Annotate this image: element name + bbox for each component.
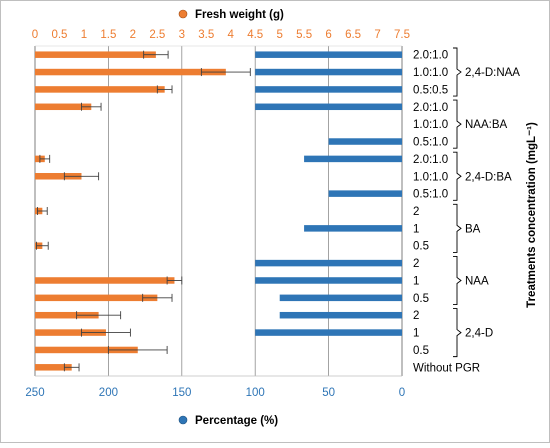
group-label: BA: [465, 223, 481, 235]
category-labels: 2.0:1.0 1.0:1.0 0.5:0.5 2.0:1.0 1.0:1.0 0.5:1…: [413, 50, 480, 375]
top-tick-label: 3: [179, 29, 185, 41]
top-tick-label: 5: [276, 29, 282, 41]
fresh-weight-bar: [35, 311, 99, 319]
top-tick-label: 7: [374, 29, 380, 41]
category-label: 2.0:1.0: [413, 102, 448, 114]
group-bracket: [453, 308, 462, 358]
fresh-weight-bar: [35, 51, 156, 58]
category-label: 0.5:1.0: [413, 137, 448, 149]
percentage-bar: [255, 51, 402, 58]
category-label: 0.5:1.0: [413, 189, 448, 201]
bottom-tick-label: 50: [322, 387, 335, 399]
group-label: 2,4-D:BA: [465, 171, 512, 183]
group-bracket: [453, 99, 462, 149]
top-tick-label: 5.5: [296, 29, 312, 41]
group-label: 2,4-D: [465, 328, 493, 340]
category-label: 1: [413, 275, 419, 287]
group-label: NAA:BA: [465, 119, 508, 131]
group-bracket: [453, 255, 462, 305]
top-tick-label: 0.5: [51, 29, 67, 41]
percentage-bar: [255, 259, 402, 267]
bottom-axis-title: Percentage (%): [195, 415, 278, 427]
fresh-weight-bar: [35, 103, 92, 111]
top-tick-label: 4.5: [247, 29, 263, 41]
percentage-bar: [328, 138, 402, 145]
category-label: 2: [413, 258, 419, 270]
category-label: 1: [413, 328, 419, 340]
right-axis-title: Treatments concentration (mgL⁻¹): [526, 122, 538, 308]
gridlines: [34, 45, 403, 377]
top-tick-label: 6: [325, 29, 331, 41]
percentage-bar: [304, 225, 402, 232]
top-tick-label: 1.5: [100, 29, 116, 41]
group-label: NAA: [465, 275, 489, 287]
top-axis-ticks: 0 0.5 1 1.5 2 2.5 3 3.5 4 4.5 5 5.5 6 6.5 7 7.5: [32, 29, 410, 41]
category-label: 0.5: [413, 345, 429, 357]
category-label: 2.0:1.0: [413, 154, 448, 166]
category-label: 0.5: [413, 293, 429, 305]
category-label: 2: [413, 310, 419, 322]
top-tick-label: 6.5: [345, 29, 361, 41]
group-bracket: [453, 47, 462, 97]
category-label: 1.0:1.0: [413, 67, 448, 79]
bottom-tick-label: 250: [25, 387, 44, 399]
fresh-weight-bar: [35, 68, 226, 76]
bottom-axis-ticks: 250 200 150 100 50 0: [25, 387, 405, 399]
category-label: 1.0:1.0: [413, 171, 448, 183]
top-tick-label: 7.5: [394, 29, 410, 41]
percentage-bar: [255, 68, 402, 76]
category-label: 2: [413, 206, 419, 218]
category-label: 1: [413, 223, 419, 235]
top-tick-label: 1: [81, 29, 87, 41]
top-tick-label: 0: [32, 29, 38, 41]
group-bracket: [453, 151, 462, 201]
fresh-weight-bar: [35, 86, 165, 93]
fresh-weight-bar: [35, 277, 175, 284]
percentage-bar: [304, 155, 402, 163]
percentage-bar: [255, 103, 402, 111]
top-tick-label: 2: [130, 29, 136, 41]
fresh-weight-legend-marker: [178, 9, 188, 19]
percentage-bar: [255, 277, 402, 284]
fresh-weight-bar: [35, 346, 138, 354]
category-label: 0.5:0.5: [413, 84, 448, 96]
percentage-bar: [279, 294, 402, 302]
group-brackets: 2,4-D:NAA NAA:BA 2,4-D:BA BA NAA 2,4-D: [453, 47, 520, 358]
bottom-tick-label: 0: [399, 387, 405, 399]
percentage-bar: [255, 86, 402, 93]
category-label: 1.0:1.0: [413, 119, 448, 131]
percentage-bar: [279, 311, 402, 319]
bottom-tick-label: 150: [172, 387, 191, 399]
category-label: 2.0:1.0: [413, 50, 448, 62]
percentage-bar: [255, 329, 402, 336]
top-tick-label: 4: [228, 29, 235, 41]
fresh-weight-bars: [35, 50, 251, 372]
fresh-weight-bar: [35, 364, 72, 371]
group-label: 2,4-D:NAA: [465, 67, 520, 79]
bottom-tick-label: 100: [246, 387, 265, 399]
percentage-legend-marker: [178, 415, 188, 425]
top-axis-title: Fresh weight (g): [195, 9, 284, 21]
bottom-tick-label: 200: [99, 387, 118, 399]
category-label: Without PGR: [413, 362, 480, 374]
group-bracket: [453, 203, 462, 253]
fresh-weight-bar: [35, 329, 106, 336]
top-tick-label: 2.5: [149, 29, 165, 41]
percentage-bars: [255, 51, 402, 336]
category-label: 0.5: [413, 241, 429, 253]
top-tick-label: 3.5: [198, 29, 214, 41]
percentage-bar: [328, 190, 402, 197]
fresh-weight-bar: [35, 173, 82, 180]
fresh-weight-bar: [35, 294, 158, 302]
